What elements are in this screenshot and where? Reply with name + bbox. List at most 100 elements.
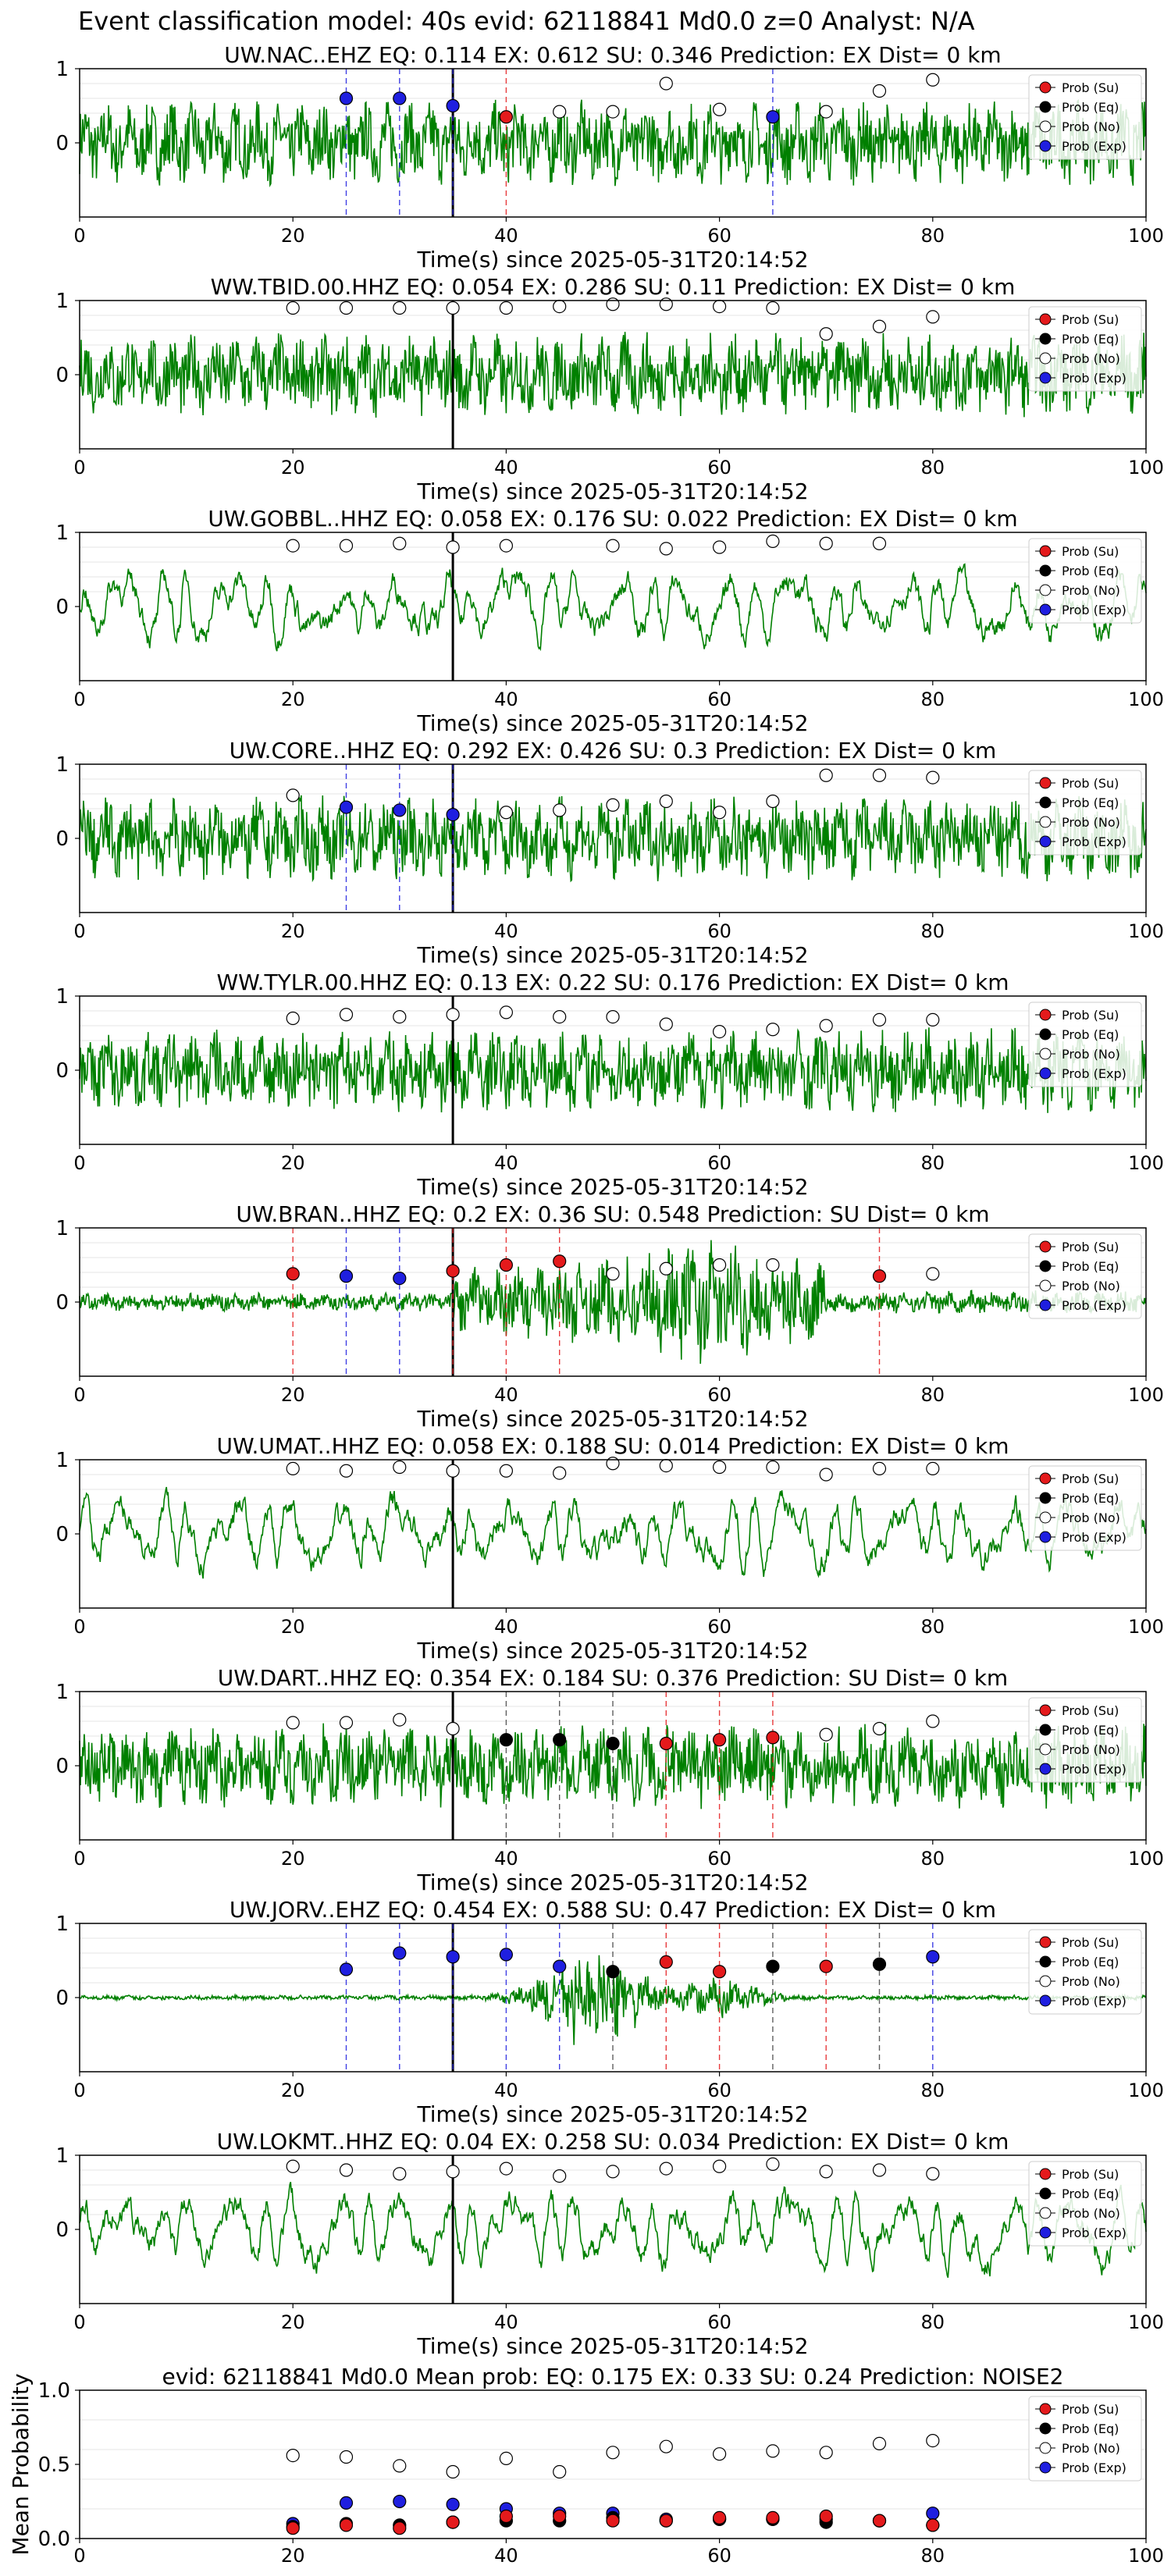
panel-3-legend-marker-no xyxy=(1039,816,1052,828)
panel-1-prob-marker-5 xyxy=(553,300,567,314)
panel-2-xlabel: Time(s) since 2025-05-31T20:14:52 xyxy=(416,710,808,736)
mean-panel-series-no-point-5 xyxy=(553,2464,567,2479)
panel-4-prob-marker-11 xyxy=(872,1012,887,1027)
panel-8-legend-label-eq: Prob (Eq) xyxy=(1062,1955,1119,1969)
panel-9-legend-label-su: Prob (Su) xyxy=(1062,2167,1119,2182)
panel-8-prob-marker-3 xyxy=(499,1948,514,1962)
panel-1-prob-marker-7 xyxy=(659,297,673,311)
panel-8-xtick-label-1: 20 xyxy=(281,2080,305,2101)
panel-8-prob-marker-8 xyxy=(766,1959,780,1973)
panel-9-xtick-label-1: 20 xyxy=(281,2311,305,2333)
panel-1-xlabel: Time(s) since 2025-05-31T20:14:52 xyxy=(416,479,808,504)
panel-3-prob-marker-11 xyxy=(872,768,887,782)
panel-1-xtick-label-5: 100 xyxy=(1128,457,1164,479)
mean-panel-series-no-point-6 xyxy=(606,2446,620,2460)
panel-2-legend-marker-no xyxy=(1039,584,1052,596)
panel-9-prob-marker-12 xyxy=(926,2167,940,2181)
mean-panel-series-no-point-11 xyxy=(872,2436,887,2450)
panel-8-xtick-label-0: 0 xyxy=(73,2080,85,2101)
mean-panel-xtick-label-1: 20 xyxy=(281,2545,305,2567)
panel-6-ytick-label-0: 1 xyxy=(55,1449,69,1472)
panel-8-legend-marker-su xyxy=(1039,1936,1052,1948)
panel-2-prob-marker-4 xyxy=(499,539,514,553)
panel-4-legend-marker-eq xyxy=(1039,1028,1052,1041)
panel-6-prob-marker-0 xyxy=(286,1461,300,1476)
panel-8-legend-label-exp: Prob (Exp) xyxy=(1062,1994,1127,2008)
panel-1-xtick-label-2: 40 xyxy=(494,457,518,479)
panel-0-prob-marker-10 xyxy=(872,84,887,98)
panel-0-legend-label-no: Prob (No) xyxy=(1062,119,1120,134)
panel-7-xtick-label-5: 100 xyxy=(1128,1848,1164,1870)
panel-1-waveform-trace xyxy=(79,332,1147,418)
panel-0-xlabel: Time(s) since 2025-05-31T20:14:52 xyxy=(416,247,808,272)
mean-panel-series-no-point-8 xyxy=(712,2447,727,2461)
panel-6-ytick-label-1: 0 xyxy=(55,1523,69,1546)
panel-3-prob-marker-3 xyxy=(446,807,460,822)
mean-panel-ytick-label-2: 0.0 xyxy=(38,2528,70,2551)
panel-5-xtick-label-5: 100 xyxy=(1128,1384,1164,1406)
mean-panel-series-su-point-4 xyxy=(499,2509,514,2524)
panel-6-prob-marker-6 xyxy=(606,1457,620,1471)
panel-3-xtick-label-1: 20 xyxy=(281,920,305,942)
panel-2-prob-marker-6 xyxy=(659,542,673,556)
panel-3-title: UW.CORE..HHZ EQ: 0.292 EX: 0.426 SU: 0.3… xyxy=(230,738,997,763)
panel-1-legend-label-su: Prob (Su) xyxy=(1062,312,1119,327)
panel-4-title: WW.TYLR.00.HHZ EQ: 0.13 EX: 0.22 SU: 0.1… xyxy=(216,970,1009,995)
panel-7-legend-marker-eq xyxy=(1039,1724,1052,1736)
panel-2-ytick-label-1: 0 xyxy=(55,596,69,619)
panel-2-legend-label-no: Prob (No) xyxy=(1062,583,1120,598)
mean-panel-series-no-point-7 xyxy=(659,2439,673,2453)
mean-panel-series-su-point-11 xyxy=(872,2514,887,2528)
mean-panel-legend-marker-su xyxy=(1039,2403,1052,2415)
panel-4-legend-box xyxy=(1028,1002,1142,1087)
panel-0-prob-marker-7 xyxy=(712,102,727,116)
panel-9-prob-marker-6 xyxy=(606,2165,620,2179)
panel-6-prob-marker-10 xyxy=(819,1468,833,1482)
panel-4-xtick-label-4: 80 xyxy=(921,1152,945,1174)
panel-6-legend-label-exp: Prob (Exp) xyxy=(1062,1530,1127,1545)
panel-6-legend-label-no: Prob (No) xyxy=(1062,1510,1120,1525)
panel-6-prob-marker-12 xyxy=(926,1461,940,1476)
panel-3-legend-box xyxy=(1028,770,1142,856)
panel-2-prob-marker-8 xyxy=(766,534,780,549)
panel-9-xtick-label-2: 40 xyxy=(494,2311,518,2333)
panel-1-prob-marker-12 xyxy=(926,310,940,324)
panel-1-legend-label-eq: Prob (Eq) xyxy=(1062,332,1119,347)
panel-8-legend-marker-exp xyxy=(1039,1994,1052,2007)
panel-8-legend-box xyxy=(1028,1929,1142,2015)
panel-9-xlabel: Time(s) since 2025-05-31T20:14:52 xyxy=(416,2333,808,2359)
panel-8-legend-label-no: Prob (No) xyxy=(1062,1974,1120,1989)
panel-7-prob-marker-0 xyxy=(286,1716,300,1730)
panel-4-prob-marker-12 xyxy=(926,1012,940,1027)
panel-6-prob-marker-1 xyxy=(339,1464,354,1478)
panel-8-prob-marker-11 xyxy=(926,1950,940,1964)
panel-6-xtick-label-4: 80 xyxy=(921,1616,945,1638)
panel-8-prob-marker-7 xyxy=(712,1965,727,1979)
panel-4-prob-marker-2 xyxy=(393,1009,407,1024)
panel-6-prob-marker-3 xyxy=(446,1464,460,1478)
panel-5-legend-label-no: Prob (No) xyxy=(1062,1279,1120,1293)
panel-1-prob-marker-2 xyxy=(393,301,407,315)
panel-4-xtick-label-2: 40 xyxy=(494,1152,518,1174)
panel-2-prob-marker-7 xyxy=(712,540,727,554)
panel-7-prob-marker-7 xyxy=(659,1736,673,1751)
mean-panel-series-no-point-1 xyxy=(339,2450,354,2464)
panel-5-prob-marker-8 xyxy=(712,1258,727,1272)
panel-9-legend-marker-no xyxy=(1039,2207,1052,2219)
panel-1-xtick-label-1: 20 xyxy=(281,457,305,479)
panel-9-prob-marker-0 xyxy=(286,2159,300,2173)
panel-1-legend-marker-no xyxy=(1039,352,1052,365)
mean-panel-series-su-point-2 xyxy=(393,2521,407,2535)
panel-2-xtick-label-3: 60 xyxy=(707,688,731,710)
panel-2-xtick-label-2: 40 xyxy=(494,688,518,710)
panel-0-legend-label-eq: Prob (Eq) xyxy=(1062,100,1119,115)
panel-5-legend-label-exp: Prob (Exp) xyxy=(1062,1298,1127,1313)
panel-1-prob-marker-4 xyxy=(499,301,514,315)
panel-1-legend-marker-eq xyxy=(1039,333,1052,345)
panel-3-prob-marker-10 xyxy=(819,768,833,782)
panel-6-legend-box xyxy=(1028,1465,1142,1551)
panel-8-ytick-label-1: 0 xyxy=(55,1987,69,2010)
panel-8-prob-marker-10 xyxy=(872,1957,887,1971)
panel-6-legend-marker-su xyxy=(1039,1472,1052,1485)
panel-6-xtick-label-3: 60 xyxy=(707,1616,731,1638)
